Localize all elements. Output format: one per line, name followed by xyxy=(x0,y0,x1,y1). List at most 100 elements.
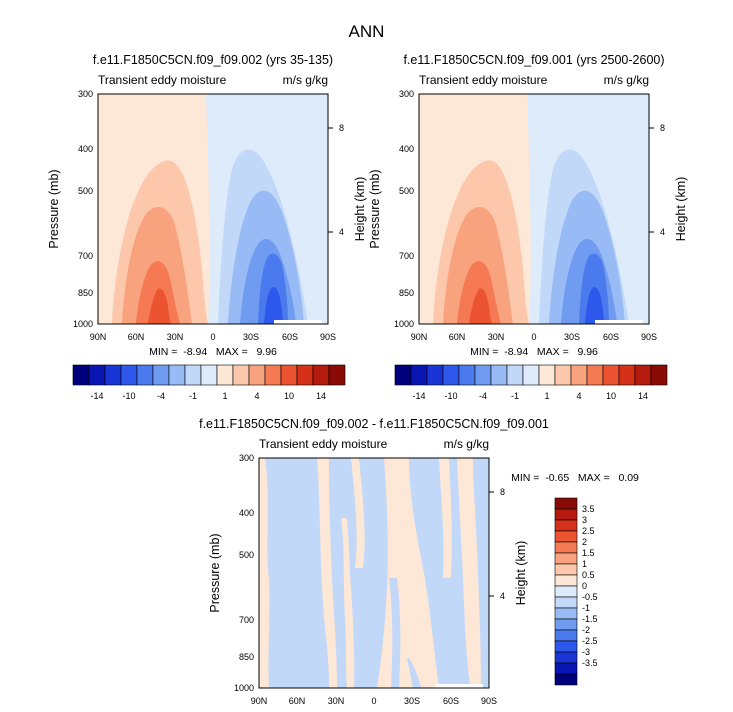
colorbar-swatch xyxy=(554,552,578,565)
colorbar-swatch xyxy=(538,364,556,386)
x-tick: 60N xyxy=(128,332,145,342)
colorbar-swatch xyxy=(554,662,578,675)
panel-b-frame xyxy=(418,93,650,325)
panel-model-001: f.e11.F1850C5CN.f09_f09.001 (yrs 2500-26… xyxy=(368,53,688,401)
colorbar-swatch xyxy=(410,364,428,386)
panel-b-left-subtitle: Transient eddy moisture xyxy=(419,73,548,87)
panel-a-ticks: 90N 60N 30N 0 30S 60S 90S 300 400 500 70… xyxy=(73,89,344,342)
colorbar-label: 1 xyxy=(222,391,227,401)
colorbar-swatch xyxy=(280,364,298,386)
y-tick: 500 xyxy=(399,186,414,196)
colorbar-swatch xyxy=(602,364,620,386)
panel-a-frame xyxy=(97,93,329,325)
panel-b-y2label: Height (km) xyxy=(674,177,688,242)
colorbar-label: 4 xyxy=(254,391,259,401)
y-tick: 1000 xyxy=(234,683,254,693)
colorbar-swatch xyxy=(586,364,604,386)
x-tick: 90S xyxy=(481,696,497,706)
x-tick: 0 xyxy=(210,332,215,342)
y-tick: 1000 xyxy=(73,319,93,329)
colorbar-swatch xyxy=(184,364,202,386)
panel-b-tick-marks xyxy=(649,127,654,233)
x-tick: 90S xyxy=(641,332,657,342)
colorbar-swatch xyxy=(312,364,330,386)
colorbar-label: -1 xyxy=(511,391,519,401)
y-tick: 700 xyxy=(239,615,254,625)
colorbar-swatch xyxy=(554,651,578,664)
colorbar-swatch xyxy=(120,364,138,386)
x-tick: 90S xyxy=(320,332,336,342)
y-tick: 400 xyxy=(399,144,414,154)
colorbar-swatch xyxy=(634,364,652,386)
colorbar-swatch xyxy=(248,364,266,386)
colorbar-swatch xyxy=(554,497,578,510)
colorbar-label: 1.5 xyxy=(582,548,595,558)
colorbar-label: -2.5 xyxy=(582,636,598,646)
panel-c-ticks: 90N 60N 30N 0 30S 60S 90S 300 400 500 70… xyxy=(234,453,505,706)
y-tick: 300 xyxy=(239,453,254,463)
colorbar-label: 3 xyxy=(582,515,587,525)
colorbar-swatch xyxy=(554,618,578,631)
panel-a-title: f.e11.F1850C5CN.f09_f09.002 (yrs 35-135) xyxy=(93,53,333,67)
colorbar-label: -1.5 xyxy=(582,614,598,624)
colorbar-swatch xyxy=(442,364,460,386)
y-tick: 500 xyxy=(78,186,93,196)
colorbar-label: 0 xyxy=(582,581,587,591)
colorbar-swatch xyxy=(152,364,170,386)
colorbar-label: 14 xyxy=(638,391,648,401)
colorbar-swatch xyxy=(88,364,106,386)
panel-a-tick-marks xyxy=(328,127,333,233)
colorbar-label: 4 xyxy=(576,391,581,401)
panel-a-ylabel: Pressure (mb) xyxy=(47,169,61,248)
x-tick: 0 xyxy=(371,696,376,706)
colorbar-swatch xyxy=(554,673,578,686)
colorbar-swatch xyxy=(506,364,524,386)
colorbar-label: -0.5 xyxy=(582,592,598,602)
y2-tick: 8 xyxy=(339,123,344,133)
panel-b-title: f.e11.F1850C5CN.f09_f09.001 (yrs 2500-26… xyxy=(403,53,664,67)
colorbar-swatch xyxy=(554,508,578,521)
x-tick: 30N xyxy=(167,332,184,342)
x-tick: 0 xyxy=(531,332,536,342)
colorbar-swatch xyxy=(72,364,90,386)
panel-a-left-subtitle: Transient eddy moisture xyxy=(98,73,227,87)
panel-b-contour-field xyxy=(419,94,649,324)
colorbar-swatch xyxy=(650,364,668,386)
panel-a-contour-field xyxy=(98,94,328,324)
y-tick: 300 xyxy=(399,89,414,99)
panel-c-y2label: Height (km) xyxy=(514,541,528,606)
y-tick: 400 xyxy=(78,144,93,154)
y-tick: 700 xyxy=(399,251,414,261)
colorbar-swatch xyxy=(328,364,346,386)
x-tick: 60S xyxy=(603,332,619,342)
y2-tick: 8 xyxy=(660,123,665,133)
panel-c-ylabel: Pressure (mb) xyxy=(208,533,222,612)
colorbar-label: -10 xyxy=(444,391,457,401)
colorbar-label: 0.5 xyxy=(582,570,595,580)
colorbar-label: 1 xyxy=(544,391,549,401)
panel-b-ylabel: Pressure (mb) xyxy=(368,169,382,248)
colorbar-swatch xyxy=(200,364,218,386)
x-tick: 30S xyxy=(404,696,420,706)
x-tick: 60N xyxy=(289,696,306,706)
panel-c-frame xyxy=(258,457,490,689)
x-tick: 30N xyxy=(328,696,345,706)
colorbar-swatch xyxy=(216,364,234,386)
colorbar-label: -14 xyxy=(412,391,425,401)
colorbar-label: -3.5 xyxy=(582,658,598,668)
panel-c-tick-marks xyxy=(489,491,494,597)
panel-c-left-subtitle: Transient eddy moisture xyxy=(259,437,388,451)
panel-c-contour-field xyxy=(259,458,489,688)
colorbar-label: -1 xyxy=(582,603,590,613)
x-tick: 60S xyxy=(443,696,459,706)
x-tick: 90N xyxy=(411,332,428,342)
panel-a-right-subtitle: m/s g/kg xyxy=(283,73,328,87)
panel-b-ticks: 90N 60N 30N 0 30S 60S 90S 300 400 500 70… xyxy=(394,89,665,342)
y-tick: 850 xyxy=(78,288,93,298)
colorbar-swatch xyxy=(554,519,578,532)
colorbar-swatch xyxy=(426,364,444,386)
x-tick: 90N xyxy=(251,696,268,706)
colorbar-label: 1 xyxy=(582,559,587,569)
y-tick: 850 xyxy=(239,652,254,662)
y-tick: 700 xyxy=(78,251,93,261)
